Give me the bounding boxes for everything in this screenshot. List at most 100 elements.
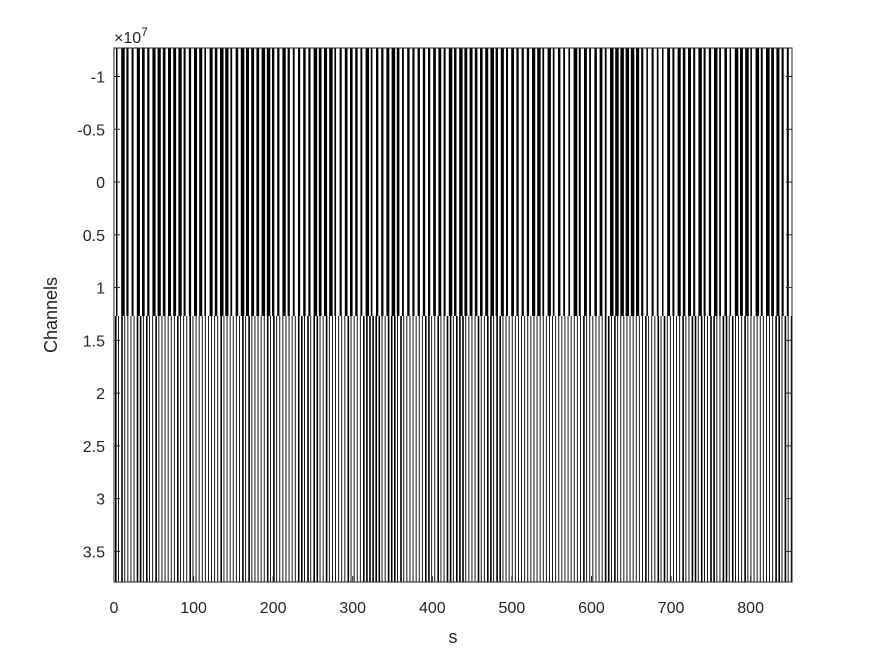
upper-line <box>760 48 763 317</box>
lower-line <box>604 316 607 582</box>
lower-line <box>728 316 730 582</box>
lower-line <box>524 316 526 582</box>
lower-line <box>279 316 281 582</box>
lower-line <box>499 316 501 582</box>
lower-line <box>459 316 461 582</box>
lower-line <box>130 316 132 582</box>
lower-line <box>564 316 566 582</box>
lower-line <box>471 316 473 582</box>
lower-line <box>161 316 163 582</box>
upper-line <box>500 48 504 317</box>
lower-line <box>208 316 209 582</box>
lower-line <box>350 316 352 582</box>
lower-line <box>328 316 330 582</box>
lower-line <box>611 316 612 582</box>
lower-line <box>440 316 442 582</box>
upper-line <box>563 48 566 317</box>
upper-line <box>693 48 696 317</box>
lower-line <box>456 316 458 582</box>
upper-line <box>578 48 581 317</box>
lower-line <box>595 316 597 582</box>
upper-line <box>142 48 145 317</box>
y-tick-label: 1.5 <box>83 333 105 350</box>
lower-line <box>226 316 228 582</box>
upper-line <box>240 48 245 317</box>
upper-line <box>443 48 446 317</box>
lower-line <box>576 316 578 582</box>
lower-line <box>167 316 169 582</box>
lower-line <box>403 316 405 582</box>
lower-line <box>514 316 516 582</box>
lower-line <box>558 316 560 582</box>
lower-line <box>198 316 200 582</box>
upper-line <box>204 48 207 317</box>
lower-line <box>713 316 715 582</box>
upper-line <box>292 48 295 317</box>
lower-line <box>704 316 705 582</box>
upper-line <box>526 48 530 317</box>
lower-line <box>570 316 572 582</box>
lower-line <box>251 316 253 582</box>
upper-line <box>220 48 224 317</box>
lower-line <box>381 316 383 582</box>
lower-line <box>738 316 739 582</box>
upper-line <box>381 48 384 317</box>
upper-line <box>469 48 473 317</box>
x-tick-label: 700 <box>658 600 685 617</box>
vertical-lines <box>115 48 793 582</box>
upper-line <box>261 48 266 317</box>
upper-line <box>287 48 290 317</box>
lower-line <box>552 316 553 582</box>
upper-line <box>599 48 603 317</box>
lower-line <box>645 316 647 582</box>
lower-line <box>319 316 321 582</box>
upper-line <box>636 48 640 317</box>
lower-line <box>719 316 721 582</box>
lower-line <box>496 316 498 582</box>
y-tick-label: -0.5 <box>77 122 105 139</box>
upper-line <box>168 48 172 317</box>
upper-line <box>402 48 404 317</box>
lower-line <box>257 316 259 582</box>
lower-line <box>146 316 148 582</box>
lower-line <box>583 316 585 582</box>
upper-line <box>511 48 514 317</box>
lower-line <box>273 316 275 582</box>
lower-line <box>614 316 616 582</box>
upper-line <box>604 48 607 317</box>
lower-line <box>121 316 123 582</box>
lower-line <box>301 316 303 582</box>
upper-line <box>194 48 198 317</box>
x-tick-label: 300 <box>339 600 366 617</box>
upper-line <box>199 48 203 317</box>
lower-line <box>248 316 250 582</box>
upper-line <box>298 48 301 317</box>
lower-line <box>592 316 594 582</box>
lower-line <box>539 316 541 582</box>
lower-line <box>155 316 157 582</box>
upper-line <box>433 48 436 317</box>
upper-line <box>734 48 739 317</box>
upper-line <box>303 48 306 317</box>
upper-line <box>412 48 415 317</box>
upper-line <box>672 48 675 317</box>
upper-line <box>422 48 426 317</box>
lower-line <box>530 316 532 582</box>
upper-line <box>740 48 743 317</box>
upper-line <box>417 48 420 317</box>
lower-line <box>335 316 336 582</box>
upper-line <box>266 48 271 317</box>
y-tick-label: -1 <box>91 69 105 86</box>
upper-line <box>521 48 524 317</box>
lower-line <box>437 316 439 582</box>
upper-line <box>495 48 498 317</box>
lower-line <box>223 316 225 582</box>
lower-line <box>465 316 467 582</box>
upper-line <box>485 48 489 317</box>
upper-line <box>225 48 229 317</box>
upper-line <box>121 48 125 317</box>
lower-line <box>642 316 643 582</box>
lower-line <box>725 316 728 582</box>
lower-line <box>118 316 119 582</box>
